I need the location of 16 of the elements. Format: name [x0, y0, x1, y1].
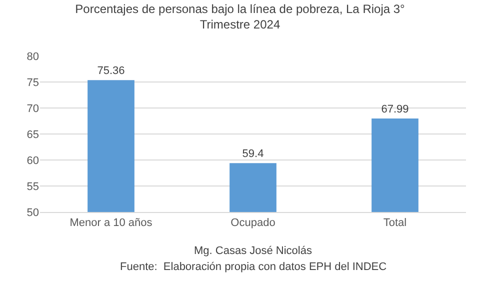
y-tick-label: 60 [26, 154, 39, 167]
x-tick-label: Ocupado [230, 217, 276, 230]
x-tick-label: Total [383, 217, 407, 230]
y-tick-label: 70 [26, 102, 39, 115]
chart-title: Porcentajes de personas bajo la línea de pobreza, La Rioja 3° Trimestre 2024 [75, 2, 406, 32]
y-tick-label: 50 [26, 206, 39, 219]
data-label: 67.99 [381, 103, 409, 116]
source-note: Fuente: Elaboración propia con datos EPH del INDEC [120, 261, 387, 273]
y-tick-label: 55 [26, 180, 39, 193]
y-tick-label: 80 [26, 50, 39, 63]
text: Mg. Casas José Nicolás [194, 245, 312, 257]
x-tick-label: Menor a 10 años [70, 217, 153, 230]
data-label: 75.36 [97, 65, 125, 78]
data-label: 59.4 [242, 148, 264, 160]
y-tick-label: 75 [26, 76, 39, 89]
y-tick-label: 65 [26, 128, 39, 141]
